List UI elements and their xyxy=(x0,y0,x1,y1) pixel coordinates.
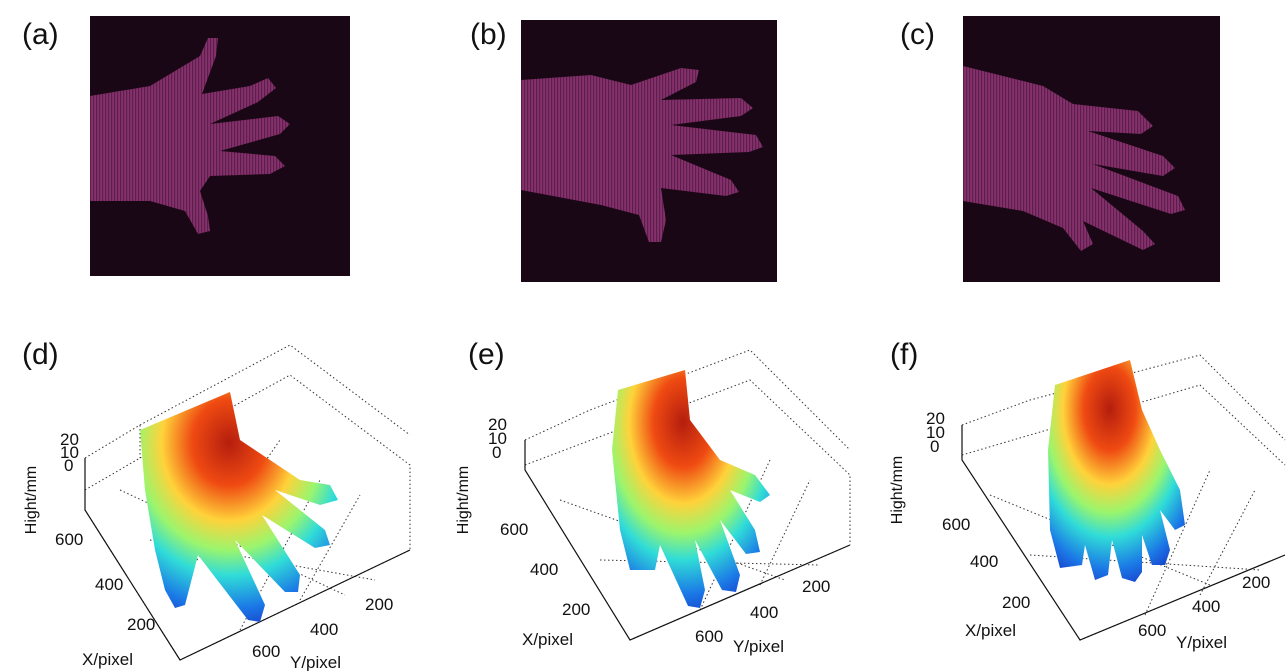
ylabel-f: Y/pixel xyxy=(1176,633,1227,652)
hand-photo-c xyxy=(963,16,1220,282)
ytick-d-400: 400 xyxy=(310,620,338,639)
ztick-e-10: 10 xyxy=(488,429,507,448)
ytick-e-600: 600 xyxy=(695,627,723,646)
ytick-d-600: 600 xyxy=(252,642,280,661)
ylabel-e: Y/pixel xyxy=(733,637,784,656)
ztick-e-20: 20 xyxy=(488,415,507,434)
xtick-d-400: 400 xyxy=(95,575,123,594)
ztick-f-10: 10 xyxy=(926,423,945,442)
xtick-d-200: 200 xyxy=(127,615,155,634)
panel-label-f: (f) xyxy=(890,338,919,371)
xtick-f-600: 600 xyxy=(942,515,970,534)
zlabel-e: Hight/mm xyxy=(455,466,472,534)
hand-surface-f xyxy=(1048,360,1185,582)
xtick-e-400: 400 xyxy=(530,560,558,579)
zlabel-d: Hight/mm xyxy=(23,466,40,534)
panel-label-e: (e) xyxy=(468,338,505,371)
hand-photo-b xyxy=(521,20,777,282)
surface-plot-e: Hight/mm 20 10 0 600 400 200 X/pixel 200… xyxy=(455,349,851,656)
ylabel-d: Y/pixel xyxy=(290,653,341,671)
ztick-e-0: 0 xyxy=(492,443,501,462)
surface-plot-d: Hight/mm 20 10 0 600 400 200 X/pixel 200… xyxy=(23,344,411,671)
ztick-f-20: 20 xyxy=(926,409,945,428)
surface-plot-f: Hight/mm 20 10 0 600 400 200 X/pixel 200… xyxy=(889,354,1286,652)
ztick-d-0: 0 xyxy=(64,456,73,475)
zlabel-f: Hight/mm xyxy=(889,456,906,524)
panel-label-d: (d) xyxy=(22,338,59,371)
ytick-f-400: 400 xyxy=(1192,597,1220,616)
xtick-f-400: 400 xyxy=(970,552,998,571)
xlabel-f: X/pixel xyxy=(965,621,1016,640)
ytick-e-200: 200 xyxy=(802,577,830,596)
hand-photo-a xyxy=(90,16,350,276)
xtick-d-600: 600 xyxy=(55,530,83,549)
xlabel-e: X/pixel xyxy=(522,630,573,649)
panel-label-a: (a) xyxy=(22,18,59,51)
ztick-f-0: 0 xyxy=(930,437,939,456)
xtick-e-600: 600 xyxy=(500,520,528,539)
xtick-f-200: 200 xyxy=(1002,593,1030,612)
ytick-f-600: 600 xyxy=(1138,621,1166,640)
ytick-e-400: 400 xyxy=(750,603,778,622)
xlabel-d: X/pixel xyxy=(82,650,133,669)
panel-label-b: (b) xyxy=(470,18,507,51)
ytick-d-200: 200 xyxy=(365,595,393,614)
ztick-d-20: 20 xyxy=(60,430,79,449)
hand-surface-d xyxy=(140,392,338,622)
panel-label-c: (c) xyxy=(900,18,935,51)
ytick-f-200: 200 xyxy=(1242,573,1270,592)
ztick-d-10: 10 xyxy=(60,443,79,462)
xtick-e-200: 200 xyxy=(562,600,590,619)
hand-surface-e xyxy=(612,370,770,608)
